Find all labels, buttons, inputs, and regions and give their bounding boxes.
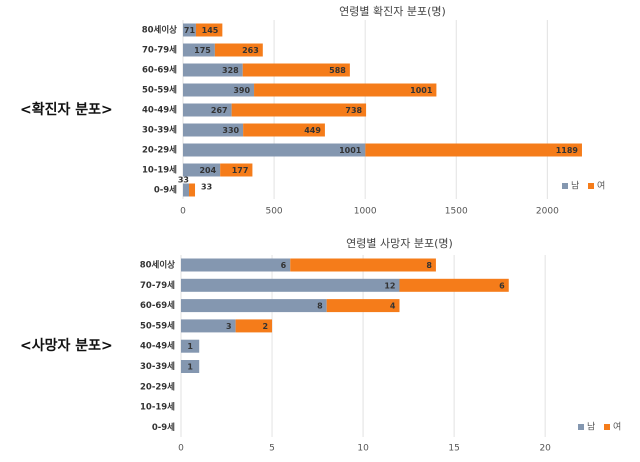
legend-label: 여 [597, 180, 605, 192]
y-tick-label: 10-19세 [140, 402, 175, 413]
data-label: 177 [232, 166, 249, 175]
data-label: 330 [222, 126, 239, 135]
y-tick-label: 40-49세 [142, 105, 177, 116]
x-tick-label: 5 [269, 444, 275, 454]
data-label: 4 [390, 302, 396, 311]
bar-segment [214, 43, 263, 57]
x-tick-label: 15 [448, 444, 459, 454]
data-label: 204 [199, 166, 216, 175]
chart-title: 연령별 확진자 분포(명) [339, 5, 446, 18]
data-label: 738 [345, 106, 362, 115]
x-tick-label: 0 [178, 444, 184, 454]
legend-label: 남 [571, 181, 579, 192]
legend-swatch [562, 183, 568, 189]
bar-segment [183, 123, 244, 137]
data-label: 6 [281, 261, 287, 270]
bar-segment [181, 278, 400, 292]
data-label: 33 [178, 176, 189, 185]
bar-segment [290, 258, 436, 272]
bar-segment [183, 183, 190, 197]
data-label: 145 [202, 26, 219, 35]
y-tick-label: 60-69세 [140, 300, 175, 311]
x-tick-label: 20 [539, 444, 551, 454]
chart-title: 연령별 사망자 분포(명) [346, 237, 453, 250]
x-tick-label: 0 [180, 207, 186, 217]
y-tick-label: 60-69세 [142, 65, 177, 76]
bar-segment [183, 63, 243, 77]
bar-segment [189, 183, 196, 197]
data-label: 588 [329, 66, 346, 75]
y-tick-label: 10-19세 [142, 165, 177, 176]
bar-segment [183, 83, 255, 97]
y-tick-label: 30-39세 [140, 361, 175, 372]
legend-swatch [604, 424, 610, 430]
y-tick-label: 70-79세 [140, 280, 175, 291]
bar-segment [181, 258, 291, 272]
bar-segment [235, 319, 273, 333]
bar-segment [183, 143, 366, 157]
x-tick-label: 2000 [536, 207, 559, 217]
y-tick-label: 70-79세 [142, 45, 177, 56]
bar-segment [181, 299, 327, 313]
bar-segment [195, 23, 223, 37]
data-label: 175 [194, 46, 211, 55]
legend-swatch [578, 424, 584, 430]
x-tick-label: 500 [265, 207, 282, 217]
bar-segment [183, 103, 232, 117]
bar-segment [231, 103, 367, 117]
bar-segment [183, 23, 196, 37]
y-tick-label: 50-59세 [140, 320, 175, 331]
bar-segment [254, 83, 437, 97]
x-tick-label: 1500 [445, 207, 468, 217]
y-tick-label: 20-29세 [140, 381, 175, 392]
bar-segment [326, 299, 400, 313]
data-label: 1 [187, 363, 193, 372]
data-label: 328 [222, 66, 239, 75]
data-label: 267 [211, 106, 228, 115]
data-label: 33 [201, 183, 212, 192]
legend-label: 남 [587, 422, 595, 433]
data-label: 71 [184, 26, 196, 35]
y-tick-label: 40-49세 [140, 341, 175, 352]
y-tick-label: 20-29세 [142, 145, 177, 156]
x-tick-label: 1000 [354, 207, 377, 217]
data-label: 263 [242, 46, 259, 55]
data-label: 12 [384, 281, 395, 290]
data-label: 1 [187, 342, 193, 351]
bar-segment [183, 43, 215, 57]
bar-segment [220, 163, 253, 177]
data-label: 8 [317, 302, 323, 311]
section-label: <사망자 분포> [20, 337, 113, 354]
legend-swatch [588, 183, 594, 189]
bar-segment [181, 339, 200, 353]
y-tick-label: 0-9세 [154, 185, 177, 196]
data-label: 390 [233, 86, 250, 95]
data-label: 3 [226, 322, 232, 331]
y-tick-label: 80세이상 [142, 25, 177, 36]
data-label: 449 [304, 126, 321, 135]
bar-segment [242, 63, 350, 77]
data-label: 2 [262, 322, 268, 331]
bar-segment [399, 278, 509, 292]
y-tick-label: 50-59세 [142, 85, 177, 96]
section-label: <확진자 분포> [20, 101, 113, 118]
data-label: 8 [426, 261, 432, 270]
data-label: 6 [499, 281, 505, 290]
data-label: 1001 [339, 146, 362, 155]
data-label: 1189 [556, 146, 579, 155]
bar-segment [183, 163, 221, 177]
y-tick-label: 30-39세 [142, 125, 177, 136]
y-tick-label: 0-9세 [152, 422, 175, 433]
legend-label: 여 [613, 421, 621, 433]
bar-segment [243, 123, 325, 137]
y-tick-label: 80세이상 [140, 260, 175, 271]
data-label: 1001 [410, 86, 433, 95]
bar-segment [181, 360, 200, 373]
bar-segment [181, 319, 236, 333]
x-tick-label: 10 [357, 444, 369, 454]
bar-segment [365, 143, 582, 157]
